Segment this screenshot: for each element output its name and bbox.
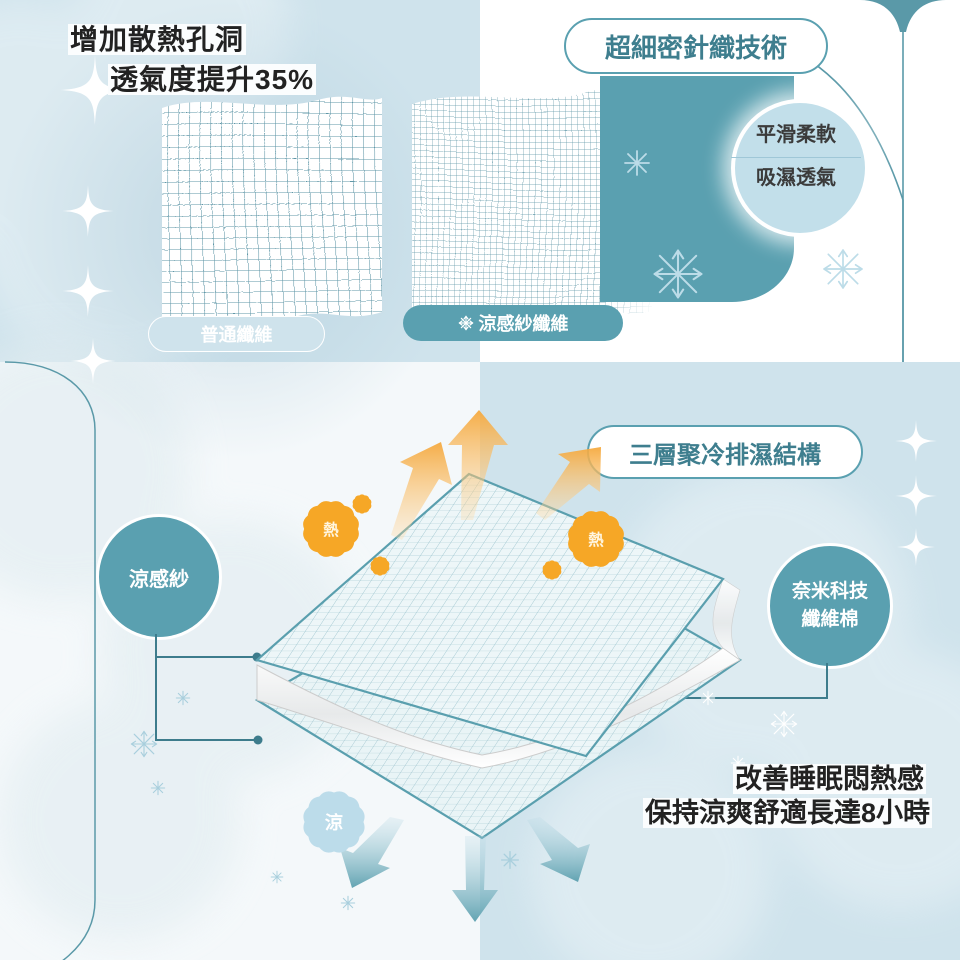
svg-text:涼: 涼 (325, 812, 343, 833)
svg-text:熱: 熱 (323, 520, 339, 539)
svg-text:熱: 熱 (588, 530, 604, 549)
